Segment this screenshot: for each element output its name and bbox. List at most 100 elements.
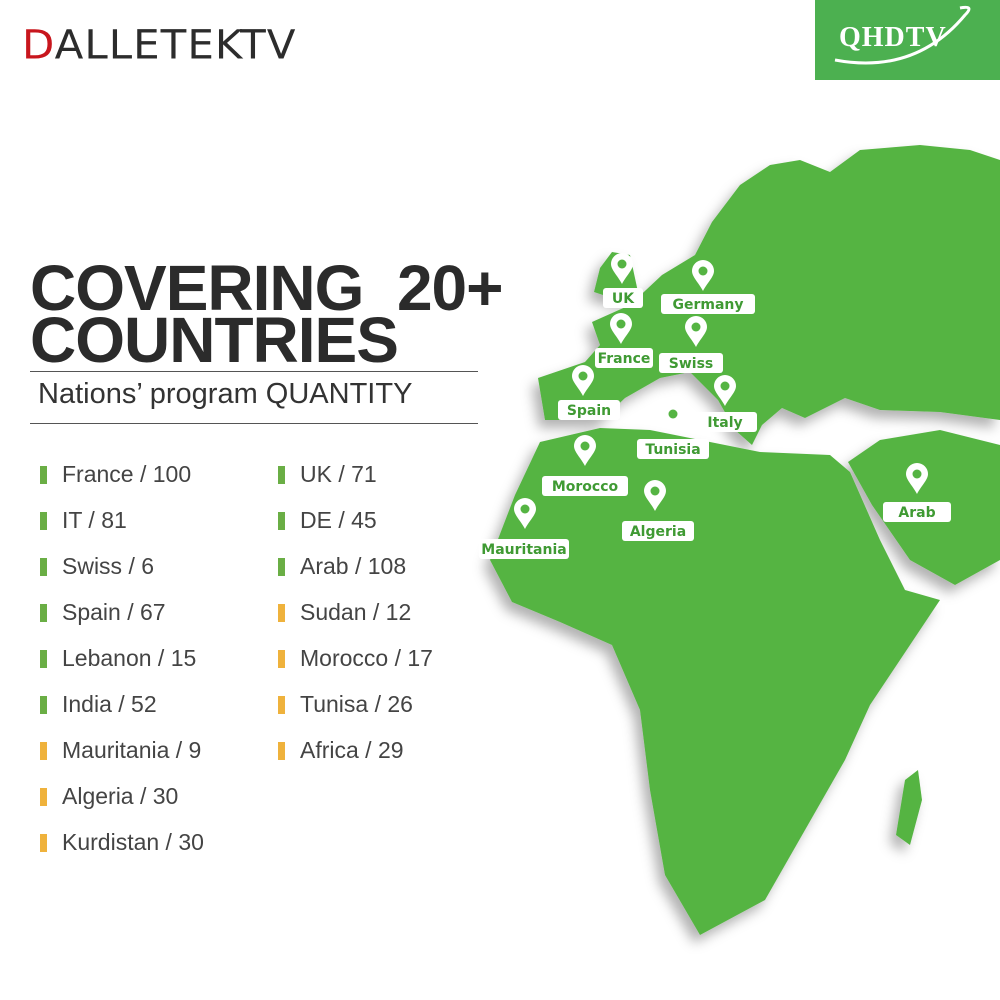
label-box <box>595 348 653 368</box>
marker <box>278 742 285 760</box>
item-text: Morocco / 17 <box>300 645 433 671</box>
program-item: Kurdistan / 30 <box>40 827 204 857</box>
label-box <box>622 521 694 541</box>
program-item: IT / 81 <box>40 505 127 535</box>
program-item: Spain / 67 <box>40 597 166 627</box>
map-label: Spain <box>567 403 611 419</box>
marker <box>40 604 47 622</box>
pin-dot <box>616 319 626 329</box>
label-box <box>637 439 709 459</box>
marker <box>40 742 47 760</box>
map-label: Tunisia <box>645 442 700 458</box>
item-text: Lebanon / 15 <box>62 645 197 671</box>
marker <box>40 466 47 484</box>
map-pin: Tunisia <box>637 403 709 459</box>
program-item: France / 100 <box>40 459 191 489</box>
marker <box>40 558 47 576</box>
map-label: Mauritania <box>481 542 566 558</box>
program-item: Africa / 29 <box>278 735 404 765</box>
map-pin: Mauritania <box>479 498 569 559</box>
badge: QHDTV <box>815 0 1000 80</box>
pin-dot <box>698 266 708 276</box>
program-item: DE / 45 <box>278 505 377 535</box>
headline: COVERING 20+ <box>30 252 503 324</box>
label-box <box>558 400 620 420</box>
item-text: Arab / 108 <box>300 553 407 579</box>
item-text: Mauritania / 9 <box>62 737 202 763</box>
map-label: Germany <box>672 297 743 313</box>
headline: COUNTRIES <box>30 304 399 376</box>
label-box <box>693 412 757 432</box>
pin-dot <box>617 259 627 269</box>
pin-dot <box>580 441 590 451</box>
pin-dot <box>720 381 730 391</box>
pin-dot <box>650 486 660 496</box>
marker <box>278 604 285 622</box>
brand-logo: DALLETEKTV <box>22 21 297 68</box>
item-text: Tunisa / 26 <box>300 691 413 717</box>
map-pin: Italy <box>693 375 757 432</box>
pin-dot <box>520 504 530 514</box>
badge-text: QHDTV <box>839 22 947 53</box>
marker <box>278 696 285 714</box>
map-label: Algeria <box>630 524 686 540</box>
label-box <box>883 502 951 522</box>
program-item: UK / 71 <box>278 459 377 489</box>
map-label: Arab <box>898 505 935 521</box>
program-item: Sudan / 12 <box>278 597 411 627</box>
pin-dot <box>578 371 588 381</box>
map-label: Italy <box>707 415 742 431</box>
europe-asia <box>538 145 1000 445</box>
item-text: Swiss / 6 <box>62 553 155 579</box>
marker <box>278 512 285 530</box>
program-item: Swiss / 6 <box>40 551 154 581</box>
map-pin: Spain <box>558 365 620 420</box>
item-text: DE / 45 <box>300 507 377 533</box>
item-text: Spain / 67 <box>62 599 166 625</box>
map-label: Morocco <box>552 479 619 495</box>
item-text: Africa / 29 <box>300 737 404 763</box>
pin-dot <box>691 322 701 332</box>
marker <box>40 696 47 714</box>
item-text: France / 100 <box>62 461 192 487</box>
map-pin: Germany <box>661 260 755 314</box>
program-item: Morocco / 17 <box>278 643 433 673</box>
marker <box>40 512 47 530</box>
item-text: India / 52 <box>62 691 157 717</box>
map-pin: Arab <box>883 463 951 522</box>
marker <box>278 558 285 576</box>
map-pin: Algeria <box>622 480 694 541</box>
africa <box>490 428 940 935</box>
item-text: Sudan / 12 <box>300 599 412 625</box>
divider <box>30 371 478 372</box>
marker <box>40 834 47 852</box>
item-text: Algeria / 30 <box>62 783 179 809</box>
pin-dot <box>912 469 922 479</box>
map-label: France <box>598 351 651 367</box>
marker <box>278 466 285 484</box>
label-box <box>603 288 643 308</box>
pin-dot <box>668 409 678 419</box>
item-text: IT / 81 <box>62 507 127 533</box>
label-box <box>659 353 723 373</box>
item-text: UK / 71 <box>300 461 377 487</box>
marker <box>40 650 47 668</box>
label-box <box>661 294 755 314</box>
program-item: Algeria / 30 <box>40 781 178 811</box>
divider <box>30 423 478 424</box>
subtitle: Nations’ program QUANTITY <box>38 378 413 410</box>
map-pin: UK <box>603 253 643 308</box>
map-pin: France <box>595 313 653 368</box>
marker <box>40 788 47 806</box>
item-text: Kurdistan / 30 <box>62 829 204 855</box>
program-item: Mauritania / 9 <box>40 735 201 765</box>
program-item: Lebanon / 15 <box>40 643 196 673</box>
program-item: Tunisa / 26 <box>278 689 413 719</box>
label-box <box>542 476 628 496</box>
program-item: India / 52 <box>40 689 157 719</box>
program-item: Arab / 108 <box>278 551 406 581</box>
badge-swoosh <box>834 5 971 65</box>
map-label: UK <box>612 291 635 307</box>
